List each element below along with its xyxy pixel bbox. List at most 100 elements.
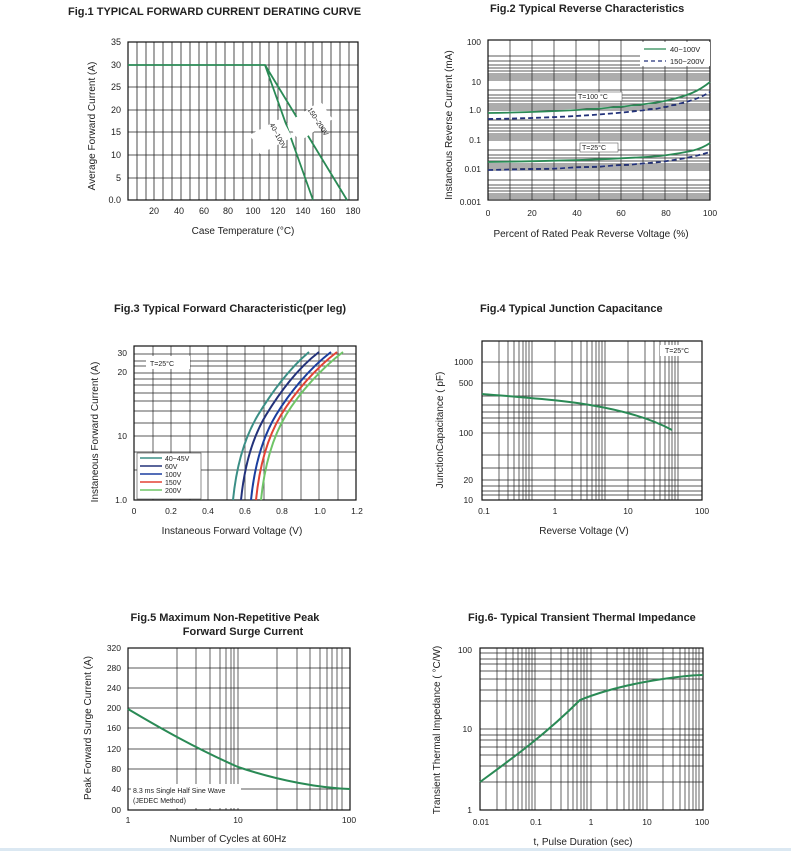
fig2-ytick: 0.1 — [469, 135, 481, 145]
fig3-xtick: 1.0 — [314, 506, 326, 516]
fig3-xtick: 1.2 — [351, 506, 363, 516]
fig3-xtick: 0.8 — [276, 506, 288, 516]
fig2-x-ticks: 0 20 40 60 80 100 — [486, 208, 718, 218]
fig1-xtick: 140 — [295, 206, 310, 216]
fig6-ytick: 10 — [463, 724, 473, 734]
fig5-ytick: 120 — [107, 744, 121, 754]
fig6-xlabel: t, Pulse Duration (sec) — [534, 837, 633, 848]
fig5-xlabel: Number of Cycles at 60Hz — [170, 834, 287, 845]
fig1-ytick: 35 — [111, 37, 121, 47]
fig4-annotation-temp: T=25°C — [665, 347, 689, 355]
fig1-ytick: 5 — [116, 173, 121, 183]
fig3-xtick: 0 — [132, 506, 137, 516]
fig5-annotation-line2: (JEDEC Method) — [133, 798, 186, 805]
fig2-xtick: 60 — [616, 208, 626, 218]
fig3-chart: Fig.3 Typical Forward Characteristic(per… — [90, 303, 363, 537]
fig4-xtick: 10 — [623, 506, 633, 516]
fig2-xtick: 100 — [703, 208, 717, 218]
fig3-curve-40-45v — [232, 351, 310, 501]
fig3-legend-label: 40~45V — [165, 456, 190, 463]
fig2-curve-100c-40-100v — [487, 81, 711, 114]
fig4-ylabel: JunctionCapacitance ( pF) — [435, 372, 446, 489]
fig1-xtick: 20 — [149, 206, 159, 216]
fig2-legend-label-2: 150~200V — [670, 57, 704, 66]
fig6-ylabel: Transient Thermal Impedance ( °C/W) — [432, 646, 443, 815]
fig3-legend-label: 60V — [165, 464, 178, 471]
fig4-chart: Fig.4 Typical Junction Capacitance 1000 … — [435, 303, 709, 537]
fig2-legend: 40~100V 150~200V — [640, 42, 710, 66]
fig6-xtick: 100 — [695, 817, 709, 827]
fig3-curve-150v — [255, 351, 338, 501]
fig6-grid — [480, 648, 703, 810]
fig2-y-ticks: 100 10 1.0 0.1 0.01 0.001 — [460, 37, 482, 207]
fig2-legend-label-1: 40~100V — [670, 45, 700, 54]
fig5-ytick: 80 — [112, 764, 122, 774]
fig4-xtick: 100 — [695, 506, 709, 516]
fig1-xlabel: Case Temperature (°C) — [192, 226, 295, 237]
fig6-ytick: 100 — [458, 645, 472, 655]
fig3-y-ticks: 30 20 10 1.0 — [115, 348, 127, 505]
fig6-x-ticks: 0.01 0.1 1 10 100 — [473, 817, 710, 827]
fig4-xlabel: Reverse Voltage (V) — [539, 526, 629, 537]
fig3-curve-100v — [250, 351, 332, 501]
fig6-curve-impedance — [479, 674, 704, 783]
fig5-ytick: 280 — [107, 663, 121, 673]
fig6-y-ticks: 100 10 1 — [458, 645, 472, 815]
fig4-grid — [482, 341, 702, 500]
fig6-xtick: 10 — [642, 817, 652, 827]
fig5-annotation-line1: 8.3 ms Single Half Sine Wave — [133, 788, 225, 795]
fig5-xtick: 100 — [342, 815, 356, 825]
fig5-chart: Fig.5 Maximum Non-Repetitive Peak Forwar… — [83, 612, 356, 845]
fig1-xtick: 60 — [199, 206, 209, 216]
fig1-ytick: 10 — [111, 150, 121, 160]
fig2-ytick: 10 — [472, 77, 482, 87]
fig3-legend: 40~45V 60V 100V 150V 200V — [136, 452, 202, 500]
fig1-x-ticks: 20 40 60 80 100 120 140 160 180 — [149, 206, 361, 216]
fig2-xtick: 80 — [661, 208, 671, 218]
fig4-curve-capacitance — [481, 393, 673, 431]
fig5-ytick: 40 — [112, 784, 122, 794]
fig5-curve-surge — [127, 708, 351, 790]
fig4-title: Fig.4 Typical Junction Capacitance — [480, 303, 663, 315]
fig1-ytick: 30 — [111, 60, 121, 70]
fig1-y-ticks: 35 30 25 20 15 10 5 0.0 — [108, 37, 121, 205]
fig1-ytick: 20 — [111, 105, 121, 115]
fig5-ylabel: Peak Forward Surge Current (A) — [83, 656, 94, 800]
fig4-ytick: 100 — [459, 428, 473, 438]
fig1-ylabel: Average Forward Current (A) — [87, 62, 98, 191]
fig3-annotation-temp: T=25°C — [150, 360, 174, 368]
fig1-xtick: 100 — [245, 206, 260, 216]
fig3-legend-label: 100V — [165, 472, 182, 479]
fig5-ytick: 240 — [107, 683, 121, 693]
fig4-x-ticks: 0.1 1 10 100 — [478, 506, 709, 516]
fig3-ytick: 1.0 — [115, 495, 127, 505]
fig3-grid — [134, 346, 356, 500]
fig5-ytick: 00 — [112, 805, 122, 815]
fig3-title: Fig.3 Typical Forward Characteristic(per… — [114, 303, 346, 315]
fig2-xtick: 0 — [486, 208, 491, 218]
fig6-ytick: 1 — [467, 805, 472, 815]
fig6-xtick: 0.1 — [530, 817, 542, 827]
fig5-title-line1: Fig.5 Maximum Non-Repetitive Peak — [131, 612, 321, 624]
fig1-chart: Fig.1 TYPICAL FORWARD CURRENT DERATING C… — [68, 6, 361, 237]
fig4-xtick: 0.1 — [478, 506, 490, 516]
fig1-ytick: 0.0 — [108, 195, 121, 205]
fig2-ytick: 100 — [467, 37, 481, 47]
fig5-ytick: 320 — [107, 643, 121, 653]
fig2-ylabel: Instaneous Reverse Current (mA) — [444, 50, 455, 200]
fig2-curve-25c-40-100v — [487, 142, 711, 163]
fig2-ytick: 0.01 — [464, 164, 481, 174]
fig3-xlabel: Instaneous Forward Voltage (V) — [162, 526, 303, 537]
fig5-y-ticks: 320 280 240 200 160 120 80 40 00 — [107, 643, 121, 815]
fig6-xtick: 0.01 — [473, 817, 490, 827]
fig5-xtick: 10 — [233, 815, 243, 825]
fig4-ytick: 500 — [459, 378, 473, 388]
fig1-xtick: 160 — [320, 206, 335, 216]
fig3-legend-label: 150V — [165, 480, 182, 487]
fig2-ytick: 1.0 — [469, 105, 481, 115]
fig4-ytick: 20 — [464, 475, 474, 485]
fig1-xtick: 40 — [174, 206, 184, 216]
fig3-xtick: 0.6 — [239, 506, 251, 516]
fig4-xtick: 1 — [553, 506, 558, 516]
fig6-xtick: 1 — [589, 817, 594, 827]
